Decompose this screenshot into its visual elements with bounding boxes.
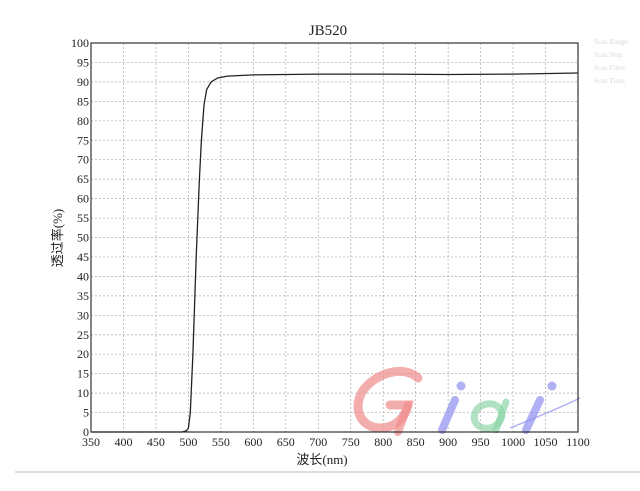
- x-tick-label: 950: [472, 435, 490, 449]
- watermark-letter-a-stem: [492, 398, 510, 434]
- watermark-letter-g: [353, 366, 423, 433]
- x-tick-label: 450: [147, 435, 165, 449]
- y-tick-label: 70: [77, 153, 89, 167]
- x-tick-label: 350: [82, 435, 100, 449]
- x-tick-label: 550: [212, 435, 230, 449]
- scan-step-label: Scan Step:: [594, 51, 624, 59]
- y-axis-label: 透过率(%): [50, 209, 65, 268]
- scan-range-label: Scan Range:: [594, 38, 630, 46]
- series: [91, 72, 579, 433]
- y-tick-label: 65: [77, 172, 89, 186]
- y-tick-label: 95: [77, 55, 89, 69]
- watermark-logo: [353, 366, 581, 436]
- transmittance-line: [91, 72, 579, 433]
- y-tick-label: 90: [77, 75, 89, 89]
- x-tick-label: 650: [277, 435, 295, 449]
- watermark-letter-i: [438, 396, 459, 434]
- y-tick-label: 20: [77, 347, 89, 361]
- x-tick-label: 500: [179, 435, 197, 449]
- watermark-letter-i2-dot: [547, 381, 557, 391]
- watermark-letter-g-stem: [394, 401, 412, 436]
- x-tick-label: 1100: [566, 435, 590, 449]
- x-tick-label: 600: [244, 435, 262, 449]
- plot-frame: [90, 42, 579, 433]
- y-tick-label: 35: [77, 289, 89, 303]
- x-tick-label: 1000: [501, 435, 525, 449]
- watermark-letter-i2: [522, 396, 544, 434]
- x-tick-labels: 350 400 450 500 550 600 650 700 750 800 850 900 950 1…: [82, 435, 590, 449]
- y-tick-label: 100: [71, 36, 89, 50]
- watermark-swash: [509, 397, 581, 429]
- y-tick-label: 10: [77, 386, 89, 400]
- y-tick-label: 85: [77, 94, 89, 108]
- x-tick-label: 700: [309, 435, 327, 449]
- y-tick-label: 5: [83, 406, 89, 420]
- y-tick-label: 45: [77, 250, 89, 264]
- y-tick-label: 75: [77, 133, 89, 147]
- x-axis-label: 波长(nm): [296, 452, 347, 467]
- x-tick-label: 800: [374, 435, 392, 449]
- y-tick-label: 80: [77, 114, 89, 128]
- y-tick-label: 25: [77, 328, 89, 342]
- y-tick-label: 55: [77, 211, 89, 225]
- x-tick-label: 400: [114, 435, 132, 449]
- grid: [90, 42, 579, 433]
- x-tick-label: 850: [407, 435, 425, 449]
- y-tick-label: 60: [77, 192, 89, 206]
- y-tick-label: 30: [77, 308, 89, 322]
- x-tick-label: 900: [439, 435, 457, 449]
- y-tick-label: 50: [77, 231, 89, 245]
- y-tick-label: 15: [77, 367, 89, 381]
- x-tick-label: 750: [342, 435, 360, 449]
- scan-time-label: Scan Time:: [594, 77, 626, 85]
- y-tick-label: 40: [77, 269, 89, 283]
- chart-title: JB520: [309, 23, 347, 39]
- watermark-letter-i-dot: [456, 381, 466, 391]
- y-tick-label: 0: [83, 425, 89, 439]
- x-tick-label: 1050: [534, 435, 558, 449]
- scan-filter-label: Scan Filter:: [594, 64, 627, 72]
- y-tick-labels: 0 5 10 15 20 25 30 35 40 45 50 55 60 65 70 75 80 85 90 95 10…: [71, 36, 89, 439]
